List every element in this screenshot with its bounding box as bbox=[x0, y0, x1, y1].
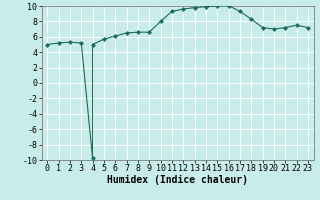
X-axis label: Humidex (Indice chaleur): Humidex (Indice chaleur) bbox=[107, 175, 248, 185]
